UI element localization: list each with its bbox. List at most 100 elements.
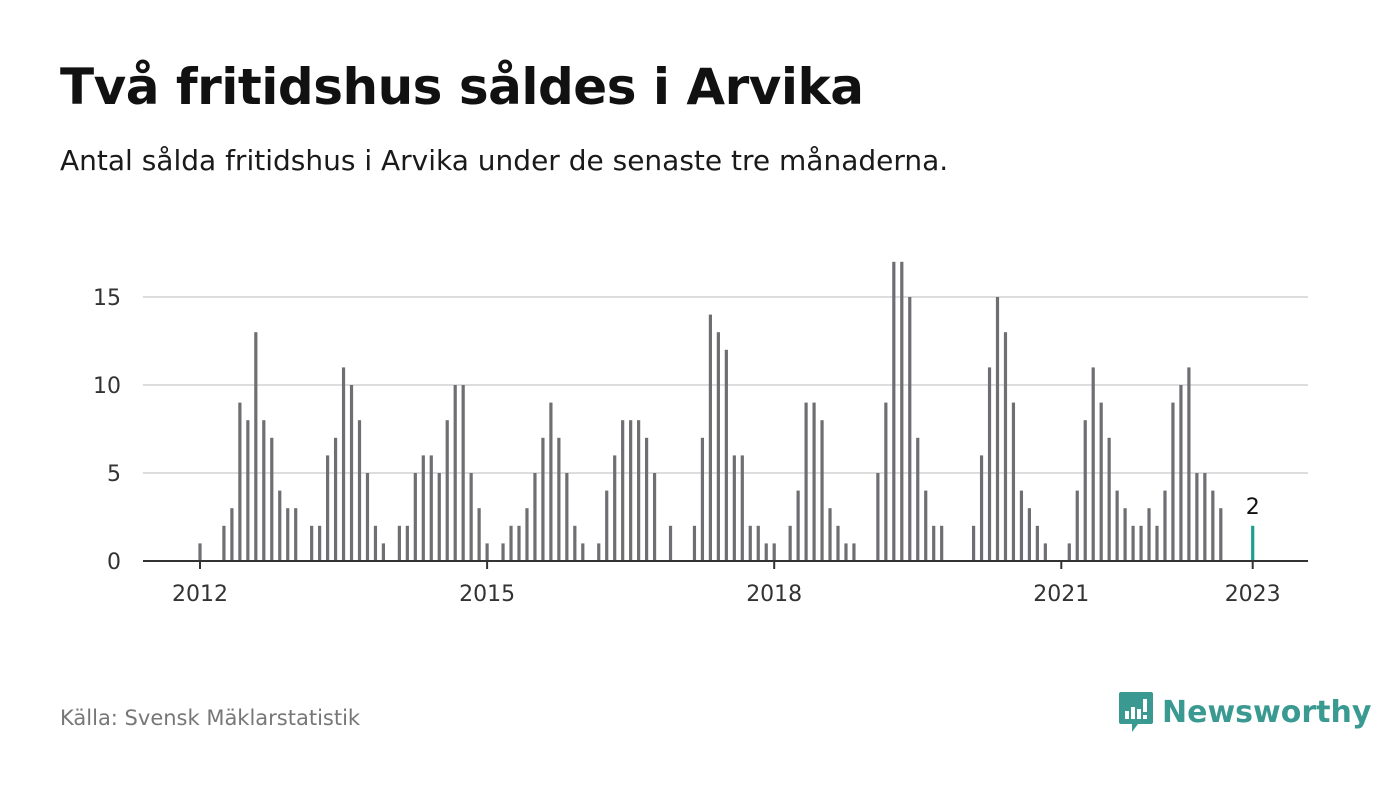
bar — [1187, 367, 1191, 561]
source-note: Källa: Svensk Mäklarstatistik — [60, 706, 361, 730]
chart-subtitle: Antal sålda fritidshus i Arvika under de… — [60, 144, 949, 177]
highlight-annotation: 2 — [1244, 493, 1262, 522]
bar — [804, 402, 808, 561]
highlight-value-label: 2 — [1246, 495, 1260, 520]
bar — [357, 420, 362, 561]
bar — [908, 297, 912, 561]
x-tick-label: 2015 — [459, 582, 515, 607]
bar — [645, 437, 649, 561]
bar — [286, 508, 290, 561]
bar — [373, 525, 378, 561]
bar — [445, 420, 449, 561]
bar — [341, 367, 346, 561]
bar — [238, 402, 242, 561]
bar — [1131, 525, 1135, 561]
x-tick-label: 2021 — [1033, 582, 1089, 607]
bar — [1163, 490, 1167, 561]
bar — [349, 385, 354, 561]
bar — [1171, 402, 1175, 561]
bar — [198, 543, 202, 561]
bar — [900, 261, 904, 561]
bar — [987, 367, 992, 561]
bar — [294, 508, 298, 561]
bar — [1099, 402, 1103, 561]
bar — [1083, 420, 1087, 561]
bar — [461, 385, 465, 561]
bar — [637, 420, 641, 561]
bar — [230, 508, 234, 561]
bar — [270, 437, 274, 561]
bar — [844, 543, 848, 561]
bar — [724, 349, 728, 561]
bar — [924, 490, 928, 561]
bar — [1219, 508, 1223, 561]
bar — [708, 314, 712, 561]
bar — [884, 402, 888, 561]
bar — [995, 297, 1000, 561]
bar — [652, 473, 657, 561]
bar — [318, 525, 322, 561]
bar — [740, 455, 744, 561]
bar — [772, 543, 776, 561]
newsworthy-logo: Newsworthy — [1118, 690, 1371, 734]
bar — [1139, 525, 1143, 561]
bar — [629, 420, 633, 561]
bar — [501, 543, 505, 561]
bar — [613, 455, 617, 561]
bar — [1107, 437, 1111, 561]
bar — [1019, 490, 1024, 561]
bar — [876, 473, 880, 561]
bar — [333, 437, 338, 561]
bar — [1075, 490, 1079, 561]
bar — [517, 525, 521, 561]
bar — [437, 473, 441, 561]
bar — [453, 385, 457, 561]
bar — [525, 508, 529, 561]
bar — [365, 473, 370, 561]
bar — [581, 543, 585, 561]
bar — [1011, 402, 1016, 561]
bar — [254, 332, 258, 561]
x-tick-label: 2023 — [1225, 582, 1281, 607]
bar — [1155, 525, 1159, 561]
bar — [549, 402, 553, 561]
bar — [541, 437, 545, 561]
bar — [979, 455, 984, 561]
bar — [278, 490, 282, 561]
bar — [971, 525, 976, 561]
bar — [932, 525, 936, 561]
bar — [796, 490, 800, 561]
y-tick-label: 0 — [107, 550, 121, 575]
y-tick-label: 5 — [107, 462, 121, 487]
bar — [836, 525, 840, 561]
bar — [748, 525, 752, 561]
bar — [397, 525, 401, 561]
bar — [246, 420, 250, 561]
bar — [1123, 508, 1127, 561]
bar — [1147, 508, 1151, 561]
x-axis-ticks: 2012 2015 2018 2021 2023 — [172, 561, 1281, 607]
bar — [222, 525, 226, 561]
bar — [764, 543, 768, 561]
bar — [1003, 332, 1008, 561]
y-axis-ticks: 0 5 10 15 — [93, 286, 121, 575]
x-tick-label: 2018 — [746, 582, 802, 607]
bar — [509, 525, 513, 561]
bar — [692, 525, 697, 561]
bar — [1203, 473, 1207, 561]
bar — [621, 420, 625, 561]
bar — [533, 473, 537, 561]
bar — [477, 508, 481, 561]
x-tick-label: 2012 — [172, 582, 228, 607]
newsworthy-logo-icon — [1119, 692, 1153, 732]
bar — [820, 420, 824, 561]
bar — [940, 525, 944, 561]
bar — [916, 437, 920, 561]
brand-name: Newsworthy — [1162, 694, 1372, 730]
bar — [812, 402, 816, 561]
bar — [828, 508, 832, 561]
bars — [198, 261, 1255, 561]
bar — [573, 525, 577, 561]
bar — [756, 525, 760, 561]
